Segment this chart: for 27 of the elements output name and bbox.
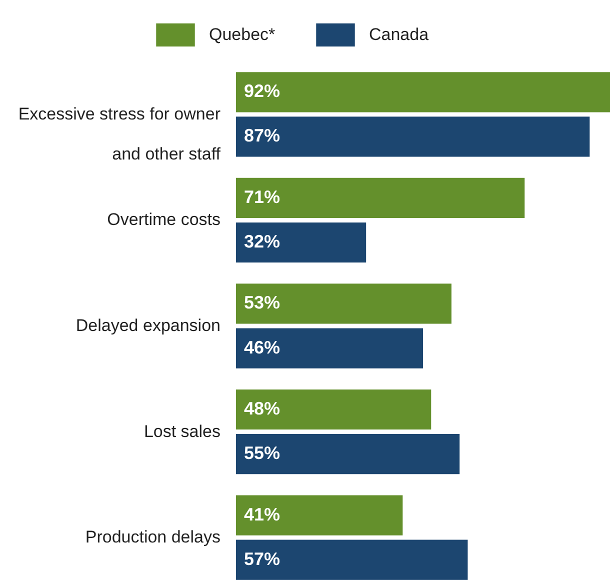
legend-label: Canada [369, 24, 430, 44]
y-tick-label: Production delays [85, 528, 220, 547]
data-label: 57% [244, 548, 280, 569]
bar [236, 495, 403, 536]
data-label: 41% [244, 504, 280, 524]
bar [236, 328, 423, 368]
bar [236, 116, 590, 157]
category-label: Excessive stress for owner and other staff [18, 104, 220, 164]
legend-label: Quebec* [209, 24, 276, 44]
bar [236, 284, 452, 324]
data-label: 46% [244, 337, 280, 358]
data-label: 87% [244, 126, 280, 146]
data-label: 92% [244, 81, 280, 102]
data-label: 48% [244, 398, 280, 419]
data-label: 32% [244, 231, 280, 252]
y-tick-label: Lost sales [144, 422, 220, 441]
data-label: 55% [244, 443, 280, 464]
bar [236, 178, 525, 218]
bar [236, 72, 610, 112]
data-label: 53% [244, 292, 280, 313]
y-tick-label: Overtime costs [107, 210, 220, 230]
bar [236, 389, 432, 430]
y-tick-label: Delayed expansion [76, 316, 220, 335]
bar [236, 540, 468, 580]
bar [236, 434, 460, 474]
bar [236, 222, 366, 263]
data-label: 71% [244, 186, 280, 207]
